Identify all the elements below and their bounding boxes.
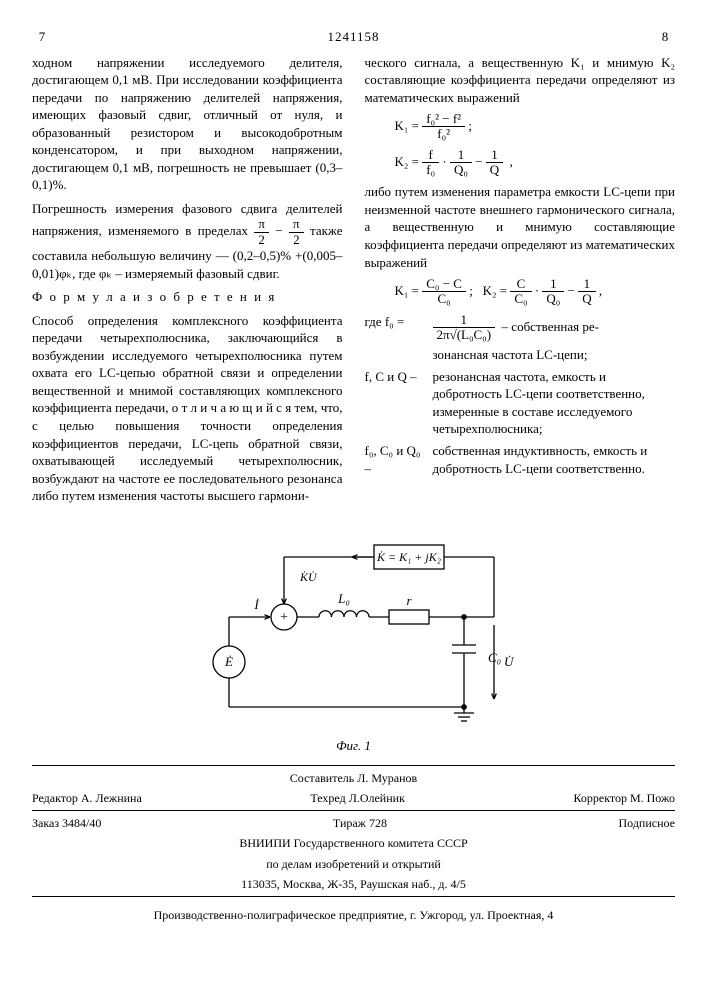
svg-text:L₀: L₀	[337, 591, 350, 606]
pi-frac-1: π2	[254, 217, 269, 247]
page-number-left: 7	[32, 28, 52, 46]
right-column: ческого сигнала, а вещественную K₁ и мни…	[365, 54, 676, 511]
tirazh: Тираж 728	[333, 815, 387, 831]
eq-k2-freq: K₂ = ff₀ · 1Q₀ − 1Q ,	[395, 148, 676, 178]
left-para-1: ходном напряжении исследуемого делителя,…	[32, 54, 343, 194]
right-para-2: либо путем изменения параметра емкости L…	[365, 183, 676, 271]
left-para-3: Способ определения комплексного коэффици…	[32, 312, 343, 505]
print-line: Производственно-полиграфическое предприя…	[32, 907, 675, 923]
corrector: Корректор М. Пожо	[573, 790, 675, 806]
two-column-body: ходном напряжении исследуемого делителя,…	[32, 54, 675, 511]
svg-text:r: r	[406, 593, 412, 608]
compiler-line: Составитель Л. Муранов	[32, 770, 675, 786]
svg-text:K̇U̇: K̇U̇	[299, 570, 318, 584]
circuit-diagram: Ėİ+K̇U̇L₀rK̇ = K₁ + jK₂C₀U̇	[32, 527, 675, 732]
left-para-2: Погрешность измерения фазового сдвига де…	[32, 200, 343, 282]
order-no: Заказ 3484/40	[32, 815, 101, 831]
editor: Редактор А. Лежнина	[32, 790, 142, 806]
eq-k1-cap: K₁ = C₀ − CC₀ ; K₂ = CC₀ · 1Q₀ − 1Q ,	[395, 277, 676, 307]
pi-frac-2: π2	[289, 217, 304, 247]
org-line-2: по делам изобретений и открытий	[32, 856, 675, 872]
where-row: f₀, C₀ и Q₀ – собственная индуктивность,…	[365, 442, 676, 477]
where-row: f, C и Q – резонансная частота, емкость …	[365, 368, 676, 438]
svg-text:Ė: Ė	[224, 654, 233, 669]
address-line: 113035, Москва, Ж-35, Раушская наб., д. …	[32, 876, 675, 892]
formula-title: Ф о р м у л а и з о б р е т е н и я	[32, 288, 343, 306]
right-para-1: ческого сигнала, а вещественную K₁ и мни…	[365, 54, 676, 107]
page-number-right: 8	[655, 28, 675, 46]
podpisnoe: Подписное	[619, 815, 676, 831]
techred: Техред Л.Олейник	[310, 790, 405, 806]
document-number: 1241158	[52, 28, 655, 46]
svg-text:U̇: U̇	[504, 654, 515, 669]
circuit-svg: Ėİ+K̇U̇L₀rK̇ = K₁ + jK₂C₀U̇	[174, 527, 534, 727]
svg-text:+: +	[279, 610, 288, 625]
header-row: 7 1241158 8	[32, 28, 675, 46]
where-block: где f₀ = 12π√(L₀C₀) – собственная ре- зо…	[365, 313, 676, 477]
eq-k1-freq: K₁ = f₀² − f²f₀² ;	[395, 112, 676, 142]
svg-text:K̇ = K₁ + jK₂: K̇ = K₁ + jK₂	[376, 550, 441, 564]
footer-block: Составитель Л. Муранов Редактор А. Лежни…	[32, 765, 675, 923]
org-line-1: ВНИИПИ Государственного комитета СССР	[32, 835, 675, 851]
figure-label: Фиг. 1	[32, 737, 675, 755]
left-column: ходном напряжении исследуемого делителя,…	[32, 54, 343, 511]
svg-text:İ: İ	[253, 597, 259, 612]
